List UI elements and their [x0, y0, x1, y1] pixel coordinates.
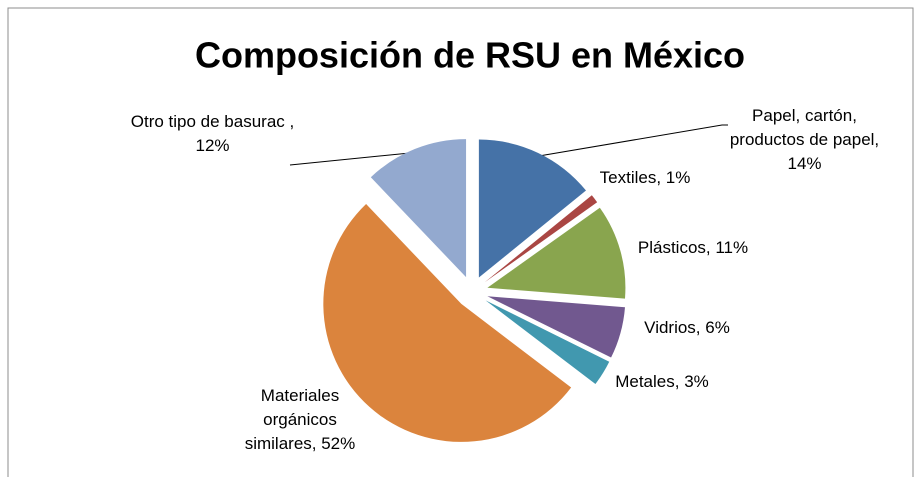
slice-label: Otro tipo de basurac , 12% — [130, 112, 295, 155]
slice-label: Papel, cartón, productos de papel, 14% — [729, 106, 880, 173]
pie-slice — [485, 300, 610, 385]
slice-label: Plásticos, 11% — [637, 238, 749, 257]
chart-title: Composición de RSU en México — [195, 35, 745, 76]
slice-label-box: Otro tipo de basurac , 12% — [130, 112, 295, 155]
slice-label-box: Textiles, 1% — [599, 168, 691, 187]
slice-label-box: Materiales orgánicos similares, 52% — [244, 386, 356, 453]
leader-line — [532, 124, 728, 158]
pie-slice — [487, 296, 625, 358]
slice-label-box: Vidrios, 6% — [644, 318, 730, 337]
slice-label-box: Papel, cartón, productos de papel, 14% — [729, 106, 880, 173]
slice-label: Metales, 3% — [615, 372, 709, 391]
slice-label-box: Metales, 3% — [615, 372, 709, 391]
pie-slice — [484, 195, 598, 283]
slice-label: Vidrios, 6% — [644, 318, 730, 337]
pie-slice — [323, 204, 572, 442]
pie-slice — [478, 139, 586, 278]
leader-line — [289, 151, 421, 166]
pie-slice — [370, 139, 467, 278]
slice-label: Materiales orgánicos similares, 52% — [244, 386, 356, 453]
slice-label: Textiles, 1% — [599, 168, 691, 187]
slice-label-box: Plásticos, 11% — [637, 238, 749, 257]
pie-slice — [487, 207, 626, 299]
